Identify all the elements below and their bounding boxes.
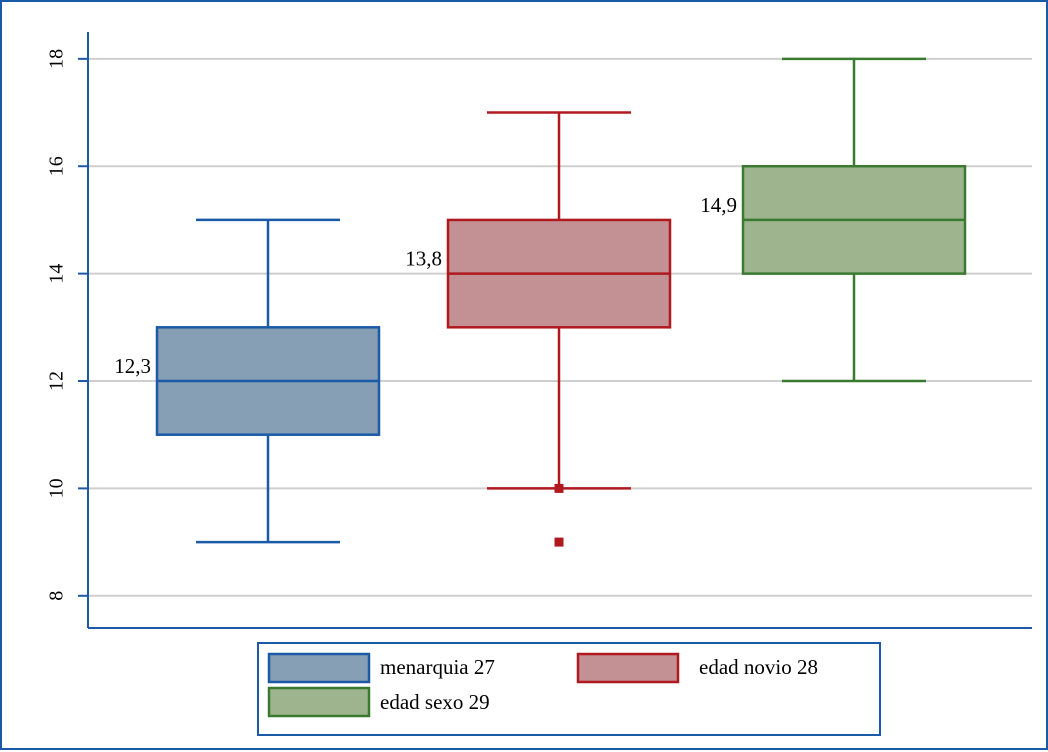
legend-swatch <box>267 686 371 718</box>
box-series: 12,3 13,8 14,9 <box>114 57 967 547</box>
y-axis: 8 10 12 14 16 18 <box>46 32 1032 629</box>
y-tick-label-18: 18 <box>46 49 68 69</box>
y-tick-label-14: 14 <box>46 264 68 284</box>
mean-label: 12,3 <box>114 354 151 378</box>
mean-label: 14,9 <box>700 193 737 217</box>
box-3: 14,9 <box>700 57 967 383</box>
legend-label: edad sexo 29 <box>380 690 490 714</box>
legend-label: edad novio 28 <box>699 655 818 679</box>
box-1: 12,3 <box>114 218 381 544</box>
y-tick-label-12: 12 <box>46 371 68 391</box>
y-tick-label-10: 10 <box>46 478 68 498</box>
outlier-marker-1 <box>554 483 564 493</box>
legend-item-3: edad sexo 29 <box>267 686 490 718</box>
legend: menarquia 27 edad novio 28 edad sexo 29 <box>257 642 881 736</box>
y-tick-label-16: 16 <box>46 156 68 176</box>
legend-swatch <box>267 652 371 684</box>
legend-swatch <box>576 652 680 684</box>
legend-label: menarquia 27 <box>380 655 495 679</box>
box-2: 13,8 <box>405 111 672 547</box>
y-tick-label-8: 8 <box>46 591 68 601</box>
legend-item-1: menarquia 27 <box>267 652 495 684</box>
outlier-marker-2 <box>554 537 564 547</box>
legend-item-2: edad novio 28 <box>576 652 818 684</box>
mean-label: 13,8 <box>405 247 442 271</box>
